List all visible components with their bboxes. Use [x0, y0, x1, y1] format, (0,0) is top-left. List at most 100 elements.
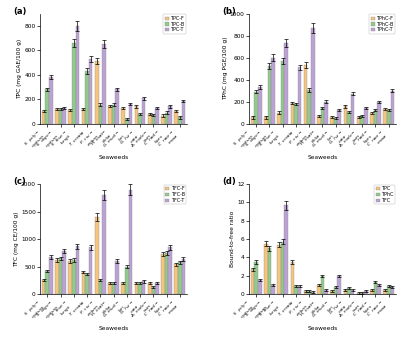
Legend: TPC-F, TPC-B, TPC-T: TPC-F, TPC-B, TPC-T: [163, 15, 186, 34]
Bar: [281, 242, 284, 294]
Bar: [258, 280, 262, 294]
Bar: [178, 262, 182, 294]
Bar: [108, 106, 112, 123]
Bar: [125, 267, 128, 294]
Bar: [59, 109, 62, 123]
Bar: [290, 103, 294, 123]
Bar: [102, 44, 106, 123]
Bar: [68, 261, 72, 294]
Y-axis label: TPC (mg GAE/100 g): TPC (mg GAE/100 g): [18, 39, 22, 99]
Bar: [76, 26, 79, 123]
Bar: [165, 113, 168, 123]
Bar: [135, 106, 138, 123]
Bar: [387, 286, 390, 294]
Bar: [142, 282, 146, 294]
X-axis label: Seaweeds: Seaweeds: [307, 155, 338, 160]
Bar: [268, 248, 271, 294]
Bar: [334, 287, 338, 294]
Bar: [383, 109, 387, 123]
Bar: [317, 285, 321, 294]
Bar: [268, 66, 271, 123]
Bar: [330, 291, 334, 294]
Bar: [98, 280, 102, 294]
Bar: [68, 110, 72, 123]
Bar: [82, 272, 85, 294]
Bar: [168, 247, 172, 294]
Y-axis label: Bound-to-free ratio: Bound-to-free ratio: [230, 211, 235, 267]
Bar: [174, 264, 178, 294]
Bar: [152, 115, 155, 123]
Bar: [311, 292, 314, 294]
Bar: [76, 246, 79, 294]
Bar: [46, 89, 49, 123]
Bar: [128, 190, 132, 294]
Bar: [357, 293, 360, 294]
Bar: [174, 111, 178, 123]
Bar: [271, 285, 275, 294]
Bar: [142, 98, 146, 123]
Text: (b): (b): [222, 7, 236, 16]
Bar: [281, 61, 284, 123]
Bar: [59, 258, 62, 294]
Bar: [62, 251, 66, 294]
Bar: [112, 104, 115, 123]
Bar: [321, 108, 324, 123]
Bar: [182, 259, 185, 294]
Bar: [102, 195, 106, 294]
Bar: [72, 260, 76, 294]
Bar: [374, 282, 377, 294]
Bar: [49, 257, 53, 294]
Bar: [152, 287, 155, 294]
Bar: [357, 117, 360, 123]
Text: (d): (d): [222, 177, 236, 187]
Bar: [317, 116, 321, 123]
Bar: [338, 276, 341, 294]
Bar: [251, 118, 254, 123]
Bar: [294, 286, 298, 294]
Bar: [390, 287, 394, 294]
Bar: [370, 290, 374, 294]
Bar: [344, 106, 347, 123]
Bar: [182, 101, 185, 123]
Bar: [89, 59, 92, 123]
Bar: [82, 109, 85, 123]
Bar: [347, 288, 351, 294]
Bar: [165, 253, 168, 294]
Bar: [364, 291, 368, 294]
Bar: [72, 43, 76, 123]
Bar: [370, 113, 374, 123]
Bar: [258, 87, 262, 123]
Bar: [125, 119, 128, 123]
Bar: [284, 205, 288, 294]
Bar: [390, 91, 394, 123]
X-axis label: Seaweeds: Seaweeds: [98, 326, 129, 331]
Bar: [85, 71, 89, 123]
Bar: [148, 114, 152, 123]
Bar: [277, 113, 281, 123]
Bar: [55, 260, 59, 294]
Bar: [155, 107, 159, 123]
Bar: [364, 108, 368, 123]
Bar: [360, 293, 364, 294]
Bar: [42, 111, 46, 123]
Bar: [251, 269, 254, 294]
Bar: [377, 285, 381, 294]
Text: (c): (c): [14, 177, 26, 187]
Bar: [49, 77, 53, 123]
Bar: [178, 117, 182, 123]
Bar: [308, 90, 311, 123]
Bar: [148, 283, 152, 294]
Bar: [347, 112, 351, 123]
Bar: [321, 276, 324, 294]
Bar: [95, 61, 98, 123]
Bar: [264, 244, 268, 294]
Bar: [122, 283, 125, 294]
Bar: [324, 290, 328, 294]
Bar: [135, 283, 138, 294]
Bar: [264, 118, 268, 123]
Legend: TFC-F, TFC-B, TFC-T: TFC-F, TFC-B, TFC-T: [164, 185, 186, 204]
Bar: [46, 271, 49, 294]
X-axis label: Seaweeds: Seaweeds: [307, 326, 338, 331]
Bar: [277, 245, 281, 294]
Bar: [254, 262, 258, 294]
